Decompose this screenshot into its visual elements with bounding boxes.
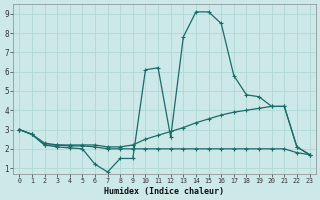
X-axis label: Humidex (Indice chaleur): Humidex (Indice chaleur) <box>104 187 224 196</box>
